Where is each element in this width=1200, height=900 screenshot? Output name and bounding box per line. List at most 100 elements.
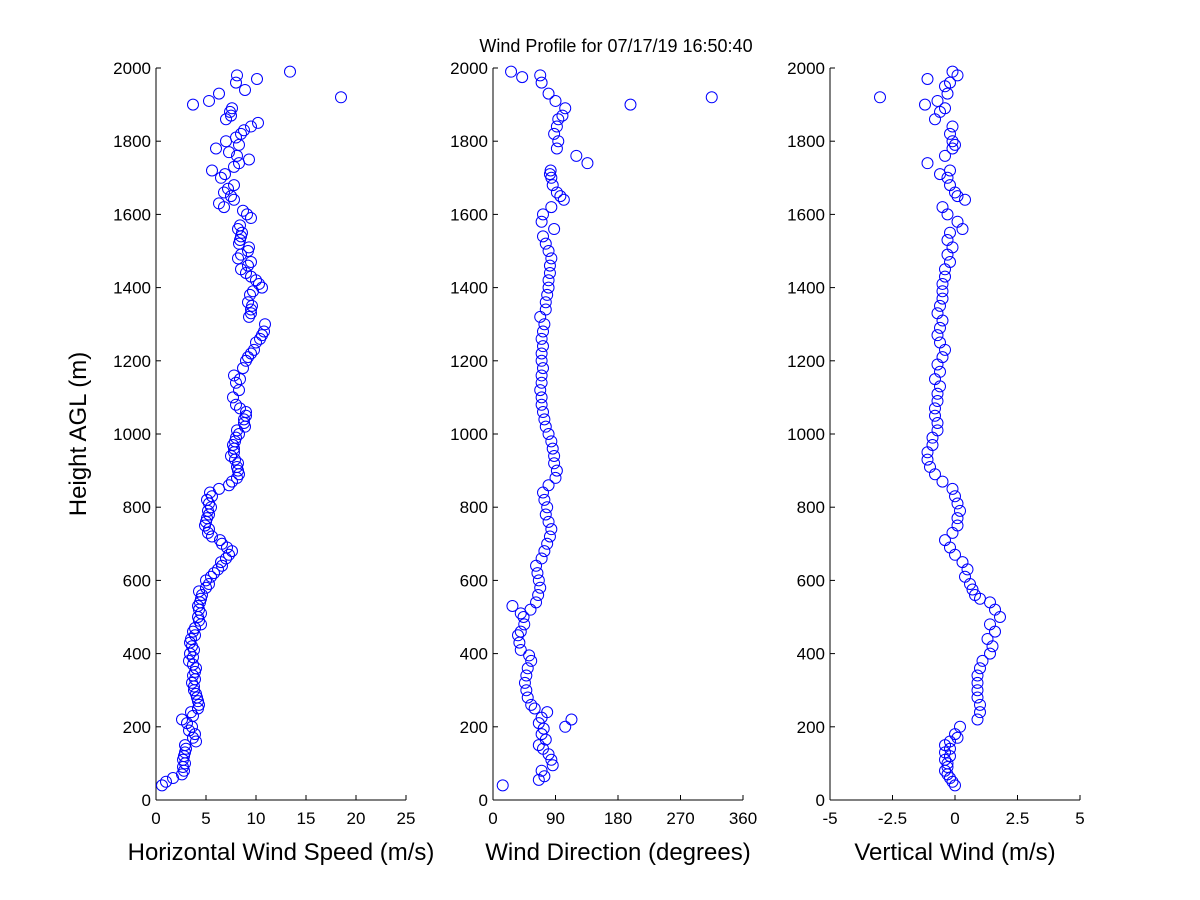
data-point bbox=[552, 113, 565, 126]
data-point bbox=[189, 621, 201, 634]
data-point bbox=[542, 245, 555, 257]
data-point bbox=[233, 384, 245, 397]
data-point bbox=[541, 501, 554, 514]
data-point bbox=[234, 373, 246, 386]
data-point bbox=[248, 343, 260, 356]
data-point bbox=[180, 742, 192, 755]
data-point bbox=[971, 669, 984, 682]
data-point bbox=[934, 365, 946, 378]
data-point bbox=[215, 171, 227, 184]
data-point bbox=[984, 618, 996, 631]
data-point bbox=[534, 384, 547, 397]
data-point bbox=[989, 603, 1001, 616]
data-point bbox=[946, 120, 959, 133]
data-point bbox=[944, 164, 956, 177]
data-point bbox=[946, 241, 959, 254]
data-point bbox=[929, 468, 941, 481]
data-point bbox=[929, 373, 941, 386]
x-tick-label: 0 bbox=[950, 809, 959, 828]
data-point bbox=[537, 325, 549, 338]
data-point bbox=[542, 274, 555, 287]
data-point bbox=[971, 713, 984, 726]
data-point bbox=[934, 336, 946, 349]
data-point bbox=[931, 329, 944, 342]
y-tick-label: 200 bbox=[123, 718, 151, 737]
data-point bbox=[223, 548, 235, 561]
y-tick-label: 400 bbox=[797, 645, 825, 664]
data-point bbox=[939, 102, 951, 115]
data-point bbox=[535, 76, 548, 89]
data-point bbox=[931, 94, 944, 107]
data-point bbox=[557, 193, 570, 206]
data-point bbox=[559, 720, 572, 733]
y-tick-label: 1000 bbox=[787, 425, 825, 444]
data-point bbox=[245, 347, 257, 360]
data-point bbox=[974, 662, 986, 675]
data-point bbox=[228, 369, 240, 382]
data-point bbox=[570, 149, 583, 162]
data-point bbox=[542, 515, 555, 528]
y-tick-label: 1200 bbox=[787, 352, 825, 371]
data-point bbox=[530, 596, 543, 609]
data-point bbox=[523, 649, 536, 662]
data-point bbox=[951, 190, 964, 203]
data-point bbox=[550, 142, 563, 155]
data-point bbox=[946, 142, 959, 155]
x-axis-label: Wind Direction (degrees) bbox=[485, 839, 750, 866]
data-point bbox=[537, 406, 549, 419]
data-point bbox=[537, 230, 549, 243]
data-point bbox=[183, 724, 195, 737]
data-point bbox=[921, 157, 934, 170]
x-tick-label: 15 bbox=[297, 809, 316, 828]
data-point bbox=[228, 179, 240, 192]
data-point bbox=[974, 706, 986, 719]
data-point bbox=[528, 702, 541, 715]
data-point bbox=[939, 270, 951, 283]
data-point bbox=[538, 545, 551, 558]
data-point bbox=[512, 629, 524, 642]
data-point bbox=[186, 676, 198, 689]
data-point bbox=[237, 204, 249, 217]
data-point bbox=[951, 497, 964, 510]
data-point bbox=[954, 504, 966, 517]
x-tick-label: 180 bbox=[604, 809, 632, 828]
x-tick-label: 25 bbox=[397, 809, 416, 828]
data-point bbox=[213, 197, 225, 210]
data-point bbox=[542, 428, 555, 440]
data-point bbox=[986, 640, 999, 653]
data-point bbox=[223, 479, 235, 492]
data-point bbox=[525, 654, 538, 667]
data-point bbox=[156, 779, 168, 792]
data-point bbox=[235, 230, 247, 243]
data-point bbox=[941, 234, 954, 247]
data-point bbox=[554, 190, 567, 203]
x-tick-label: 2.5 bbox=[1006, 809, 1030, 828]
data-point bbox=[496, 779, 509, 792]
data-point bbox=[541, 537, 554, 550]
data-point bbox=[335, 91, 347, 104]
data-point bbox=[535, 552, 548, 565]
data-point bbox=[532, 574, 545, 587]
data-point bbox=[212, 563, 224, 576]
data-point bbox=[546, 179, 559, 192]
data-point bbox=[559, 102, 572, 115]
data-point bbox=[242, 259, 254, 272]
data-point bbox=[946, 65, 959, 78]
data-point bbox=[548, 127, 561, 140]
data-point bbox=[939, 534, 951, 547]
data-point bbox=[541, 288, 554, 301]
data-point bbox=[518, 618, 531, 631]
data-point bbox=[243, 241, 255, 254]
data-point bbox=[944, 772, 956, 785]
data-point bbox=[208, 567, 220, 580]
data-point bbox=[545, 435, 558, 448]
data-point bbox=[926, 431, 939, 444]
data-point bbox=[936, 292, 949, 305]
data-point bbox=[535, 347, 548, 360]
data-point bbox=[194, 596, 206, 609]
data-point bbox=[517, 611, 530, 623]
data-point bbox=[974, 698, 986, 711]
data-point bbox=[941, 761, 954, 774]
data-point bbox=[227, 391, 239, 404]
